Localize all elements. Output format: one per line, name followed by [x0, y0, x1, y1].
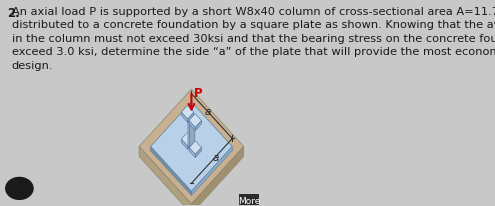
Polygon shape [181, 133, 194, 146]
Polygon shape [195, 148, 201, 158]
Polygon shape [189, 141, 201, 154]
Text: exceed 3.0 ksi, determine the side “a” of the plate that will provide the most e: exceed 3.0 ksi, determine the side “a” o… [11, 47, 495, 57]
Polygon shape [188, 139, 194, 150]
Polygon shape [188, 116, 195, 124]
Ellipse shape [6, 178, 33, 199]
FancyBboxPatch shape [239, 194, 259, 205]
Text: An axial load P is supported by a short W8x40 column of cross-sectional area A=1: An axial load P is supported by a short … [11, 7, 495, 17]
Polygon shape [188, 122, 190, 147]
Text: More: More [238, 196, 260, 205]
Polygon shape [181, 139, 188, 150]
Polygon shape [189, 148, 195, 158]
Polygon shape [189, 121, 195, 131]
Text: a: a [212, 152, 219, 162]
Polygon shape [190, 118, 195, 147]
Text: distributed to a concrete foundation by a square plate as shown. Knowing that th: distributed to a concrete foundation by … [11, 20, 495, 30]
Polygon shape [189, 114, 201, 128]
Text: design.: design. [11, 61, 53, 70]
Polygon shape [139, 90, 244, 204]
Text: P: P [194, 87, 202, 100]
Polygon shape [192, 147, 232, 195]
Polygon shape [150, 147, 192, 195]
Polygon shape [139, 147, 192, 206]
Polygon shape [150, 102, 232, 191]
Polygon shape [188, 113, 194, 123]
Polygon shape [181, 106, 194, 119]
Polygon shape [181, 113, 188, 123]
Polygon shape [195, 121, 201, 131]
Text: in the column must not exceed 30ksi and that the bearing stress on the concrete : in the column must not exceed 30ksi and … [11, 34, 495, 44]
Text: a: a [205, 107, 211, 116]
Text: 2.: 2. [7, 7, 20, 20]
Polygon shape [192, 147, 244, 206]
